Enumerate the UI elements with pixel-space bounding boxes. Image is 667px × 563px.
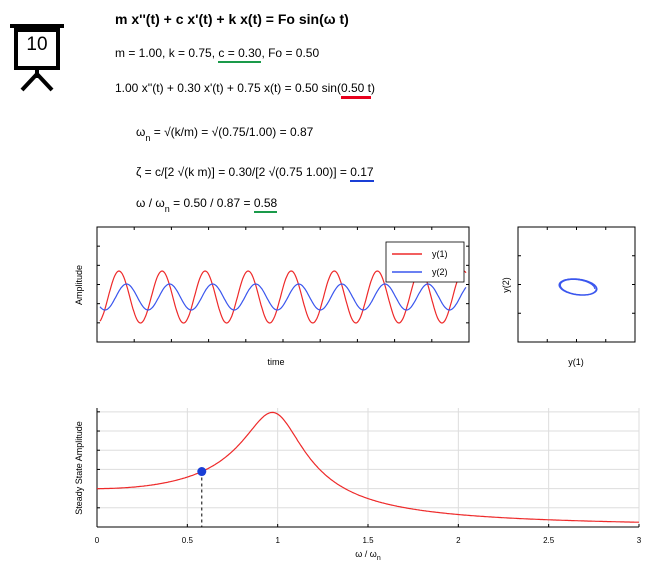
params-text-b: , Fo = 0.50 bbox=[261, 46, 320, 60]
x-tick-label: 1 bbox=[275, 536, 280, 545]
natural-frequency-text: = √(k/m) = √(0.75/1.00) = 0.87 bbox=[150, 125, 314, 139]
x-tick-label: 2 bbox=[456, 536, 461, 545]
series-y2-line bbox=[99, 283, 467, 311]
parameters-line: m = 1.00, k = 0.75, c = 0.30, Fo = 0.50 bbox=[115, 46, 319, 63]
equation-title: m x''(t) + c x'(t) + k x(t) = Fo sin(ω t… bbox=[115, 11, 349, 27]
omega-subscript: n bbox=[145, 133, 151, 143]
omega-symbol: ω bbox=[136, 125, 146, 139]
damping-ratio-highlight: 0.17 bbox=[350, 166, 374, 182]
phase-orbit-line bbox=[558, 278, 598, 296]
ode-line: 1.00 x''(t) + 0.30 x'(t) + 0.75 x(t) = 0… bbox=[115, 81, 375, 99]
frequency-ratio-highlight: 0.58 bbox=[253, 197, 278, 213]
ratio-text-b: = 0.50 / 0.87 = bbox=[169, 196, 254, 210]
forcing-frequency-highlight: 0.50 t bbox=[340, 82, 372, 99]
frequency-ratio-line: ω / ωn = 0.50 / 0.87 = 0.58 bbox=[136, 196, 278, 214]
x-tick-label: 0 bbox=[95, 536, 100, 545]
x-tick-label: 2.5 bbox=[543, 536, 555, 545]
ode-text-b: ) bbox=[371, 81, 376, 95]
presentation-board-icon: 10 bbox=[6, 22, 68, 92]
phase-x-axis-label: y(1) bbox=[568, 357, 584, 367]
damping-ratio-text: ζ = c/[2 √(k m)] = 0.30/[2 √(0.75 1.00)]… bbox=[136, 165, 351, 179]
ratio-subscript: n bbox=[164, 204, 170, 214]
amplitude-response-curve bbox=[97, 411, 639, 523]
legend-y2-label: y(2) bbox=[432, 267, 448, 277]
freq-y-axis-label: Steady State Amplitude bbox=[74, 421, 84, 515]
phase-plot-chart: y(1) y(2) bbox=[501, 226, 636, 367]
series-y1-line bbox=[99, 270, 467, 324]
phase-y-axis-label: y(2) bbox=[501, 277, 511, 293]
x-tick-label: 3 bbox=[637, 536, 642, 545]
y-axis-label: Amplitude bbox=[74, 265, 84, 305]
x-tick-label: 1.5 bbox=[362, 536, 374, 545]
time-response-chart: y(1) y(2) time Amplitude bbox=[74, 226, 470, 367]
damping-ratio-line: ζ = c/[2 √(k m)] = 0.30/[2 √(0.75 1.00)]… bbox=[136, 165, 374, 182]
legend-y1-label: y(1) bbox=[432, 249, 448, 259]
freq-x-axis-label: ω / ωn bbox=[355, 549, 381, 562]
x-tick-label: 0.5 bbox=[182, 536, 194, 545]
x-axis-label: time bbox=[267, 357, 284, 367]
legend: y(1) y(2) bbox=[385, 241, 465, 283]
frequency-response-chart: 0 0.5 1 1.5 2 2.5 3 ω / ωn Steady State Amplit… bbox=[74, 408, 642, 562]
operating-point-marker bbox=[197, 467, 207, 477]
damping-value-highlight: c = 0.30 bbox=[218, 47, 262, 63]
natural-frequency-line: ωn = √(k/m) = √(0.75/1.00) = 0.87 bbox=[136, 125, 314, 143]
ratio-text-a: ω / ω bbox=[136, 196, 165, 210]
params-text-a: m = 1.00, k = 0.75, bbox=[115, 46, 219, 60]
badge-number: 10 bbox=[26, 34, 48, 55]
ode-text-a: 1.00 x''(t) + 0.30 x'(t) + 0.75 x(t) = 0… bbox=[115, 81, 341, 95]
